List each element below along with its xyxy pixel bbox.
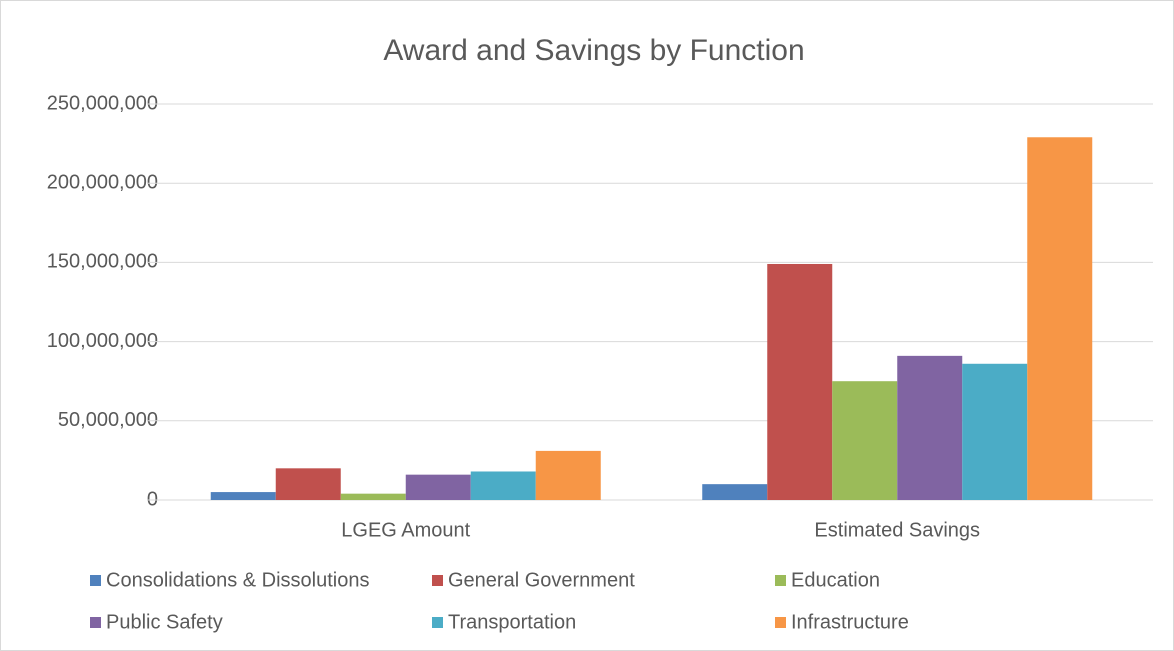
legend-swatch xyxy=(432,575,443,586)
bar xyxy=(340,493,406,500)
legend-label: Infrastructure xyxy=(791,611,909,633)
y-tick-label: 0 xyxy=(147,488,158,510)
bar xyxy=(1027,137,1093,500)
legend-swatch xyxy=(775,575,786,586)
legend-label: Public Safety xyxy=(106,611,223,633)
bar xyxy=(405,474,471,500)
y-tick-label: 50,000,000 xyxy=(58,409,158,431)
legend-label: General Government xyxy=(448,569,635,591)
legend-swatch xyxy=(90,575,101,586)
bar xyxy=(275,468,341,500)
legend-label: Transportation xyxy=(448,611,576,633)
bar xyxy=(832,381,898,500)
bar xyxy=(897,355,963,500)
y-tick-label: 100,000,000 xyxy=(47,330,158,352)
chart-title: Award and Savings by Function xyxy=(383,34,804,67)
y-tick-label: 250,000,000 xyxy=(47,92,158,114)
bar xyxy=(702,484,768,500)
legend-swatch xyxy=(90,617,101,628)
bar xyxy=(962,363,1028,500)
legend-label: Education xyxy=(791,569,880,591)
y-tick-label: 200,000,000 xyxy=(47,171,158,193)
x-tick-label: LGEG Amount xyxy=(341,519,470,541)
legend-label: Consolidations & Dissolutions xyxy=(106,569,369,591)
x-tick-label: Estimated Savings xyxy=(814,519,980,541)
bar xyxy=(767,263,833,500)
y-tick-label: 150,000,000 xyxy=(47,251,158,273)
legend-swatch xyxy=(432,617,443,628)
bar xyxy=(210,492,276,500)
legend-swatch xyxy=(775,617,786,628)
bar xyxy=(470,471,536,500)
bar xyxy=(535,450,601,500)
